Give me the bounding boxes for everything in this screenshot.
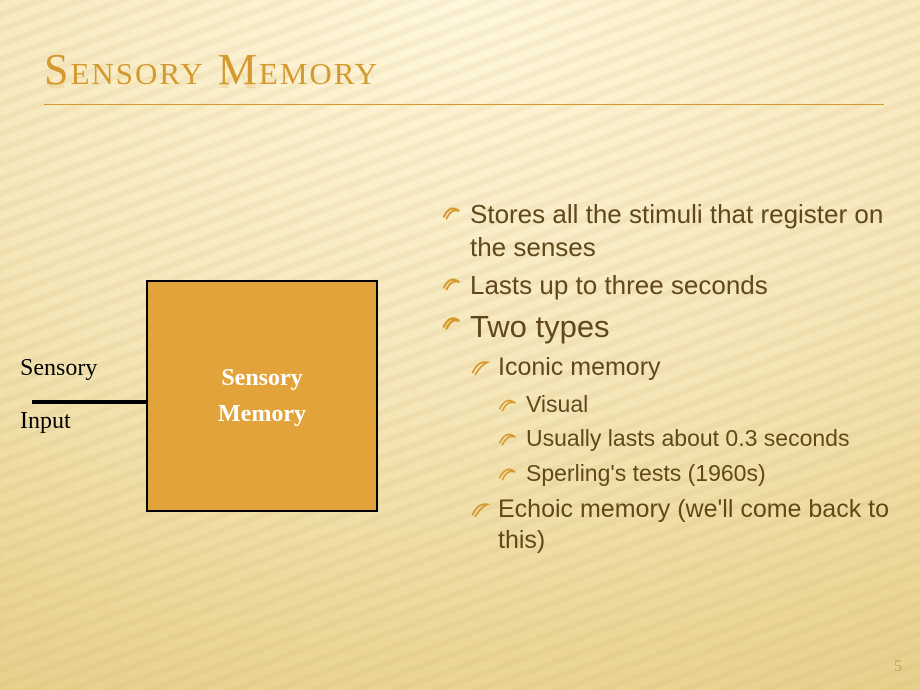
input-label-line1: Sensory	[20, 355, 97, 381]
bullet-content: Stores all the stimuli that register on …	[440, 198, 894, 562]
scribble-bullet-icon	[440, 273, 464, 295]
bullet-l1: Stores all the stimuli that register on …	[440, 198, 894, 263]
leaf-bullet-icon	[468, 356, 492, 378]
bullet-text: Sperling's tests (1960s)	[526, 460, 766, 486]
slide-title: Sensory Memory Sensory Memory	[44, 44, 880, 150]
bullet-text: Echoic memory (we'll come back to this)	[498, 495, 889, 554]
bullet-text: Usually lasts about 0.3 seconds	[526, 425, 849, 451]
bullet-text: Iconic memory	[498, 353, 661, 381]
bullet-text: Two types	[470, 309, 610, 344]
bullet-text: Visual	[526, 391, 588, 417]
bullet-l1: Lasts up to three seconds	[440, 269, 894, 302]
slide: Sensory Memory Sensory Memory Sensory In…	[0, 0, 920, 690]
title-reflection: Sensory Memory	[44, 48, 880, 99]
sensory-memory-box: Sensory Memory	[146, 280, 378, 512]
title-underline	[44, 104, 884, 105]
bullet-l2: Echoic memory (we'll come back to this)	[468, 494, 894, 557]
bullet-text: Lasts up to three seconds	[470, 270, 768, 300]
box-label-line1: Sensory	[221, 365, 302, 391]
page-number: 5	[894, 658, 902, 676]
scribble-bullet-icon	[496, 394, 520, 416]
bullet-l3: Sperling's tests (1960s)	[496, 459, 894, 488]
diagram: Sensory Input Sensory Memory	[18, 280, 398, 540]
scribble-bullet-icon	[496, 428, 520, 450]
bullet-l2: Iconic memory	[468, 352, 894, 383]
scribble-bullet-icon	[496, 463, 520, 485]
bullet-l3: Usually lasts about 0.3 seconds	[496, 424, 894, 453]
bullet-l3: Visual	[496, 390, 894, 419]
box-label: Sensory Memory	[218, 360, 306, 432]
leaf-bullet-icon	[468, 498, 492, 520]
scribble-bullet-icon	[440, 202, 464, 224]
bullet-l1: Two types	[440, 308, 894, 347]
scribble-bullet-icon	[440, 312, 464, 334]
box-label-line2: Memory	[218, 401, 306, 427]
bullet-text: Stores all the stimuli that register on …	[470, 199, 883, 262]
